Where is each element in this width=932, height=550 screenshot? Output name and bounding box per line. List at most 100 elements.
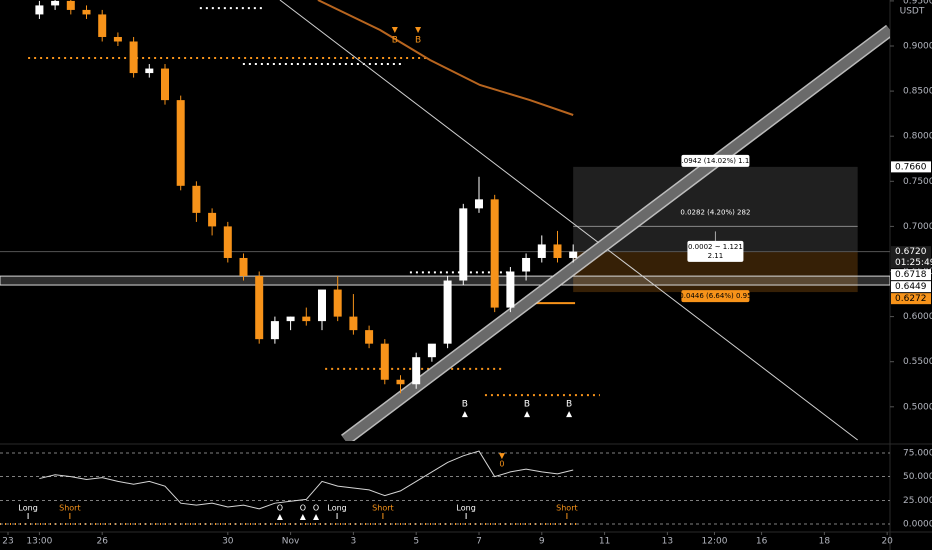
- x-tick-label: 7: [476, 537, 482, 547]
- signal-arrow: [498, 453, 505, 460]
- y-tick-label: 0.9500: [903, 0, 932, 6]
- marker-label: B: [524, 400, 530, 410]
- signal-label: Long: [18, 504, 37, 513]
- label-box: [681, 290, 750, 303]
- currency: USDT: [900, 7, 925, 17]
- marker-label: B: [566, 400, 572, 410]
- candle-body: [333, 289, 342, 317]
- candle-body: [427, 343, 436, 358]
- x-tick-label: 9: [539, 537, 545, 547]
- trendline: [279, 0, 858, 441]
- price-label: 0.6720: [895, 247, 927, 257]
- candle-body: [98, 14, 107, 37]
- candle-body: [522, 257, 531, 272]
- candle-body: [380, 343, 389, 380]
- position-label: 0.0942 (14.02%) 1.11: [677, 157, 754, 165]
- countdown: 01:25:49: [895, 258, 932, 268]
- candle-body: [412, 357, 421, 385]
- signal-arrow: [276, 514, 283, 520]
- candle-body: [223, 226, 232, 258]
- candle-body: [270, 321, 279, 340]
- candle-body: [490, 199, 499, 308]
- signal-label: O: [277, 504, 283, 513]
- candle-body: [113, 36, 122, 42]
- y-tick-label: 0.7500: [903, 177, 932, 187]
- signal-arrow: [299, 514, 306, 520]
- x-tick-label: 23: [2, 537, 13, 547]
- x-tick-label: 30: [222, 537, 234, 547]
- candle-body: [506, 271, 515, 308]
- candle-body: [239, 257, 248, 277]
- candle-body: [365, 330, 374, 344]
- marker-arrow: [415, 26, 422, 33]
- price-label-box: [891, 281, 931, 293]
- y-tick-label: 0.7000: [903, 222, 932, 232]
- indicator-line: [39, 450, 574, 510]
- marker-label: B: [392, 35, 398, 45]
- marker-label: B: [462, 400, 468, 410]
- candle-body: [129, 41, 138, 74]
- candle-body: [302, 316, 311, 322]
- position-label: 0.0002 ~ 1.121: [688, 243, 743, 251]
- signal-label: 0: [499, 460, 504, 469]
- marker-label: B: [415, 35, 421, 45]
- candle-body: [349, 316, 358, 331]
- price-label-box: [891, 246, 931, 269]
- candle-body: [553, 244, 562, 258]
- price-label: 0.6449: [895, 282, 927, 292]
- label-box: [681, 154, 750, 167]
- price-label-box: [891, 293, 931, 305]
- candle-body: [396, 379, 405, 385]
- x-tick-label: 16: [756, 537, 768, 547]
- price-label: 0.6718: [895, 270, 927, 280]
- signal-arrow: [313, 514, 320, 520]
- position-label: 0.0282 (4.20%) 282: [680, 208, 750, 216]
- channel-inner: [341, 26, 890, 441]
- signal-label: Short: [556, 504, 577, 513]
- y-tick-label: 25.0000: [903, 496, 932, 506]
- candle-body: [537, 244, 546, 258]
- signal-label: Short: [372, 504, 393, 513]
- x-tick-label: Nov: [282, 537, 300, 547]
- candle-body: [208, 212, 217, 227]
- x-tick-label: 12:00: [702, 537, 728, 547]
- candle-body: [443, 280, 452, 344]
- signal-label: Short: [59, 504, 80, 513]
- x-tick-label: 20: [881, 537, 893, 547]
- candle-body: [66, 0, 75, 10]
- price-label-box: [891, 269, 931, 281]
- candle-body: [51, 0, 60, 6]
- position-label: 0.0446 (6.64%) 0.95: [679, 292, 751, 300]
- y-tick-label: 0.6000: [903, 312, 932, 322]
- candle-body: [35, 5, 44, 15]
- candle-body: [255, 276, 264, 340]
- moving-average: [317, 0, 574, 116]
- candle-body: [145, 68, 154, 74]
- y-tick-label: 0.8000: [903, 132, 932, 142]
- signal-label: O: [313, 504, 319, 513]
- label-box: [687, 240, 744, 262]
- price-label: 0.7660: [895, 162, 927, 172]
- marker-arrow: [524, 411, 531, 418]
- y-tick-label: 0.9000: [903, 42, 932, 52]
- y-tick-label: 0.5000: [903, 402, 932, 412]
- x-tick-label: 13: [662, 537, 673, 547]
- x-tick-label: 3: [351, 537, 357, 547]
- y-tick-label: 0.0000: [903, 520, 932, 530]
- candle-body: [161, 68, 170, 101]
- x-tick-label: 26: [96, 537, 108, 547]
- x-tick-label: 18: [819, 537, 831, 547]
- signal-label: O: [300, 504, 306, 513]
- x-tick-label: 5: [413, 537, 419, 547]
- main-pane: [0, 0, 890, 441]
- y-tick-label: 75.0000: [903, 448, 932, 458]
- x-tick-label: 13:00: [26, 537, 52, 547]
- price-label: 0.6272: [895, 294, 927, 304]
- marker-arrow: [566, 411, 573, 418]
- candle-body: [569, 251, 578, 258]
- x-tick-label: 11: [599, 537, 610, 547]
- signal-label: Long: [327, 504, 346, 513]
- marker-arrow: [391, 26, 398, 33]
- y-tick-label: 50.0000: [903, 472, 932, 482]
